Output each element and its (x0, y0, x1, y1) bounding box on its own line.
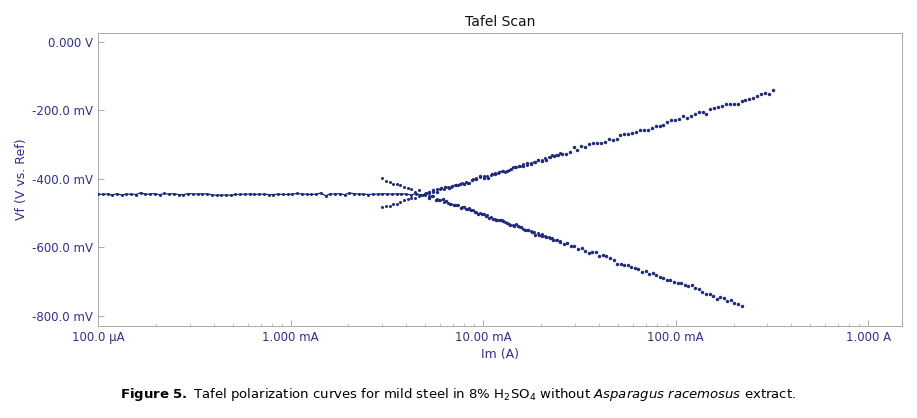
Title: Tafel Scan: Tafel Scan (465, 15, 536, 29)
Text: $\mathbf{Figure\ 5.}$ Tafel polarization curves for mild steel in 8% H$_2$SO$_4$: $\mathbf{Figure\ 5.}$ Tafel polarization… (120, 386, 797, 403)
X-axis label: Im (A): Im (A) (481, 348, 519, 361)
Y-axis label: Vf (V vs. Ref): Vf (V vs. Ref) (15, 139, 28, 220)
